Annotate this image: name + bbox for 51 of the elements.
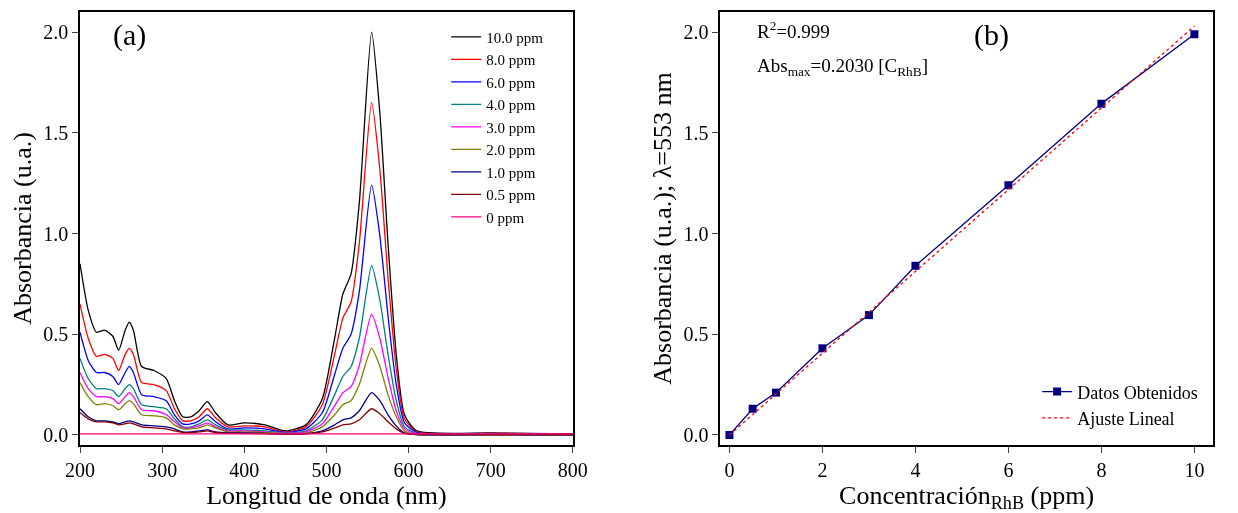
y-tick-label: 1.0 xyxy=(683,222,709,245)
y-tick-label: 2.0 xyxy=(683,21,709,44)
point xyxy=(748,404,757,413)
point xyxy=(1004,181,1013,190)
legend-label: 0 ppm xyxy=(486,209,525,226)
y-tick-label: 0.5 xyxy=(683,323,709,346)
point xyxy=(818,344,827,353)
x-tick-label: 6 xyxy=(1003,458,1014,481)
annotation: R$^{2}$=0.999 xyxy=(757,18,830,42)
x-axis-title: Longitud de onda (nm) xyxy=(206,480,447,510)
legend-label: Ajuste Lineal xyxy=(1077,408,1175,429)
legend-label: 6.0 ppm xyxy=(486,74,536,91)
x-tick-label: 300 xyxy=(147,458,178,481)
x-tick-label: 200 xyxy=(65,458,95,481)
point xyxy=(771,388,780,397)
legend-label: 3.0 ppm xyxy=(486,119,536,136)
point xyxy=(725,430,734,439)
legend-label: 2.0 ppm xyxy=(486,142,536,159)
legend-label: 10.0 ppm xyxy=(486,29,544,46)
legend-label: 0.5 ppm xyxy=(486,187,536,204)
point xyxy=(864,311,873,320)
x-tick-label: 800 xyxy=(557,458,588,481)
y-tick-label: 1.5 xyxy=(683,121,709,144)
x-axis-title: Concentración$_{RhB}$ (ppm) xyxy=(839,480,1095,513)
legend-label: 4.0 ppm xyxy=(486,97,536,114)
annotation: (b) xyxy=(974,18,1009,52)
legend-label: 1.0 ppm xyxy=(486,164,536,181)
y-tick-label: 1.5 xyxy=(43,121,69,144)
x-tick-label: 10 xyxy=(1184,458,1205,481)
y-tick-label: 1.0 xyxy=(43,222,69,245)
x-tick-label: 4 xyxy=(910,458,921,481)
x-tick-label: 500 xyxy=(311,458,342,481)
point xyxy=(1190,30,1199,39)
y-axis-title: Absorbancia (u.a.) xyxy=(8,132,38,325)
y-tick-label: 2.0 xyxy=(43,21,69,44)
y-tick-label: 0.0 xyxy=(683,423,709,446)
annotation: Abs$_{max}$=0.2030 [C$_{RhB}$] xyxy=(757,55,928,79)
x-tick-label: 0 xyxy=(724,458,735,481)
y-tick-label: 0.5 xyxy=(43,323,69,346)
point xyxy=(911,261,920,270)
y-tick-label: 0.0 xyxy=(43,423,69,446)
y-axis-title: Absorbancia (u.a.); λ=553 nm xyxy=(648,72,678,385)
point xyxy=(1097,99,1106,108)
x-tick-label: 700 xyxy=(475,458,506,481)
legend-label: Datos Obtenidos xyxy=(1077,382,1198,403)
x-tick-label: 600 xyxy=(393,458,424,481)
x-tick-label: 400 xyxy=(229,458,260,481)
legend-label: 8.0 ppm xyxy=(486,52,536,69)
x-tick-label: 8 xyxy=(1096,458,1107,481)
x-tick-label: 2 xyxy=(817,458,828,481)
annotation: (a) xyxy=(113,18,147,52)
